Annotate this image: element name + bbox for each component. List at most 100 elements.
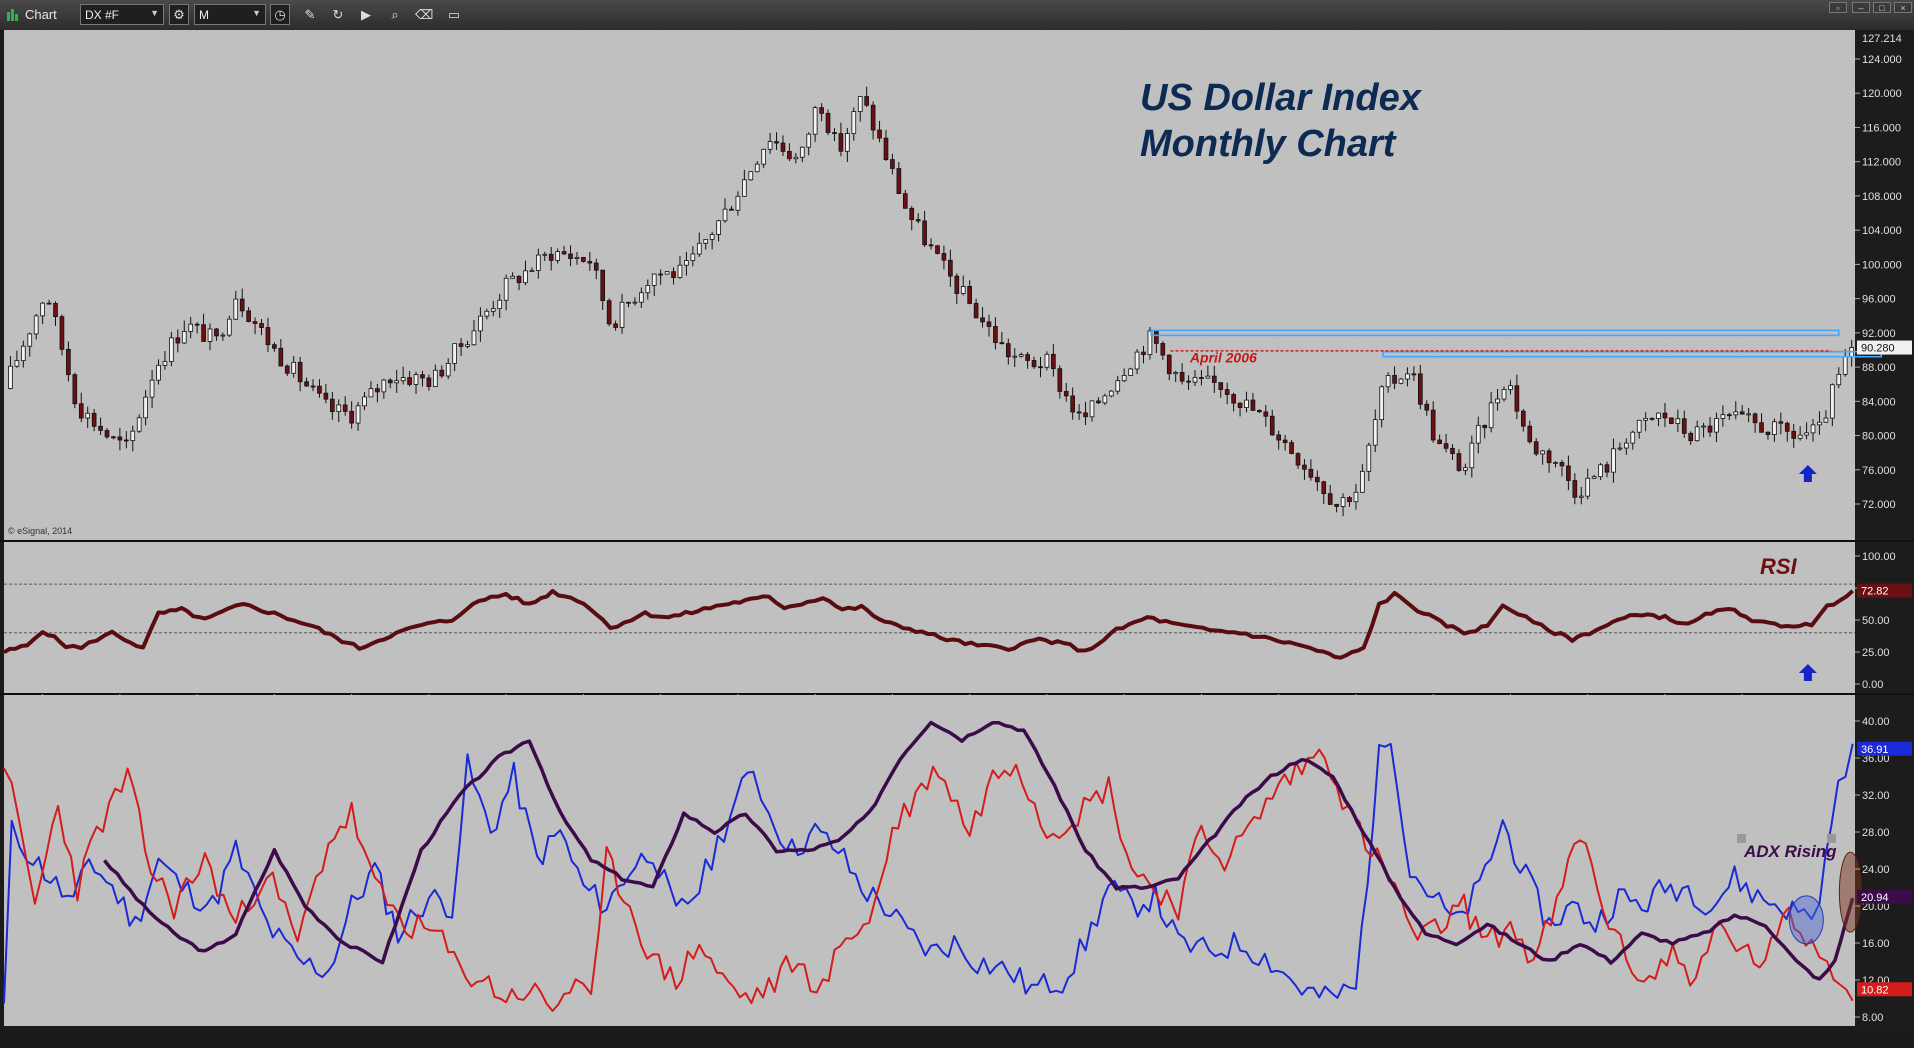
- symbol-select[interactable]: DX #F ▼: [80, 4, 164, 25]
- down-candle: [1038, 366, 1043, 369]
- down-candle: [890, 159, 895, 169]
- dmi-y-tick-label: 32.00: [1862, 790, 1890, 802]
- down-candle: [671, 271, 676, 278]
- refresh-icon[interactable]: ↻: [332, 7, 344, 22]
- up-candle: [368, 388, 374, 398]
- down-candle: [787, 151, 792, 160]
- down-candle: [1179, 372, 1185, 382]
- down-candle: [1224, 389, 1230, 395]
- down-candle: [980, 317, 985, 323]
- down-candle: [1057, 368, 1063, 392]
- up-candle: [400, 377, 406, 382]
- comment-icon[interactable]: ▭: [447, 7, 461, 22]
- clock-icon[interactable]: ◷: [270, 4, 290, 25]
- up-candle: [703, 238, 709, 244]
- indicator-lines-layer: [2, 589, 1855, 1012]
- down-candle: [883, 137, 889, 160]
- up-candle: [8, 365, 13, 389]
- price-y-tick-label: 72.000: [1862, 499, 1896, 511]
- up-candle: [362, 396, 367, 407]
- down-candle: [832, 132, 837, 134]
- up-candle: [85, 412, 91, 419]
- pencil-icon[interactable]: ✎: [304, 7, 316, 22]
- down-candle: [1141, 351, 1146, 355]
- down-candle: [91, 412, 97, 427]
- up-candle: [445, 363, 451, 377]
- down-candle: [626, 301, 631, 304]
- up-candle: [143, 396, 148, 419]
- down-candle: [1669, 417, 1674, 424]
- up-candle: [1817, 421, 1822, 426]
- down-candle: [1025, 354, 1030, 361]
- down-candle: [1076, 411, 1082, 414]
- down-candle: [1417, 373, 1423, 405]
- down-candle: [329, 398, 335, 412]
- down-candle: [1282, 439, 1288, 443]
- up-candle: [645, 285, 651, 294]
- minimize-icon[interactable]: –: [1852, 2, 1870, 13]
- up-candle: [452, 343, 457, 364]
- down-candle: [1765, 431, 1771, 435]
- down-candle: [922, 220, 927, 246]
- eraser-icon[interactable]: ⌫: [415, 7, 434, 22]
- up-candle: [413, 374, 419, 385]
- down-candle: [902, 193, 908, 209]
- close-icon[interactable]: ×: [1894, 2, 1912, 13]
- up-candle: [1495, 398, 1500, 404]
- down-candle: [967, 286, 973, 304]
- up-candle: [754, 163, 760, 173]
- down-candle: [323, 392, 329, 400]
- down-candle: [1604, 464, 1610, 473]
- up-candle: [497, 299, 503, 310]
- dmi-y-tick-label: 36.00: [1862, 753, 1890, 765]
- down-candle: [1649, 417, 1655, 420]
- axes-layer: 72.000 76.000 80.000 84.000 88.000 92.000 96.0…: [1855, 33, 1912, 1024]
- chart-title: US Dollar Index: [1140, 77, 1423, 119]
- up-candle: [220, 334, 226, 337]
- restore-icon[interactable]: ▫: [1829, 2, 1847, 13]
- down-candle: [123, 439, 129, 442]
- down-candle: [252, 321, 258, 324]
- interval-select[interactable]: M ▼: [194, 4, 266, 25]
- down-candle: [1482, 424, 1488, 429]
- down-candle: [870, 104, 876, 131]
- down-candle: [1527, 425, 1533, 443]
- rsi-y-tick-label: 0.00: [1862, 679, 1883, 691]
- maximize-icon[interactable]: □: [1873, 2, 1891, 13]
- up-candle: [1611, 448, 1616, 473]
- down-candle: [600, 269, 606, 302]
- down-candle: [349, 410, 354, 424]
- down-candle: [1070, 395, 1076, 413]
- down-candle: [1186, 380, 1191, 383]
- up-candle: [1398, 378, 1404, 384]
- up-candle: [1475, 424, 1481, 444]
- rsi-last-label: 72.82: [1861, 586, 1889, 598]
- down-candle: [1778, 421, 1784, 424]
- up-candle: [1617, 447, 1623, 450]
- chevron-down-icon: ▼: [150, 8, 159, 18]
- down-candle: [1211, 375, 1217, 383]
- chart-app-icon: [7, 9, 18, 21]
- down-candle: [214, 328, 219, 337]
- price-y-tick-label: 124.000: [1862, 54, 1902, 66]
- zoom-icon[interactable]: ⌕: [391, 7, 399, 22]
- down-candle: [774, 141, 779, 144]
- up-candle: [716, 220, 721, 235]
- down-candle: [1443, 443, 1449, 449]
- down-candle: [1231, 394, 1236, 404]
- up-candle: [1733, 411, 1739, 416]
- price-y-tick-label: 108.000: [1862, 191, 1902, 203]
- down-candle: [1083, 412, 1088, 418]
- down-candle: [1347, 497, 1352, 503]
- down-candle: [986, 321, 992, 327]
- up-candle: [664, 271, 670, 275]
- settings-icon[interactable]: ⚙: [169, 4, 189, 25]
- play-icon[interactable]: ▶: [361, 7, 371, 22]
- down-candle: [387, 379, 393, 384]
- dmi-y-tick-label: 24.00: [1862, 864, 1890, 876]
- down-candle: [864, 96, 869, 106]
- down-candle: [104, 430, 110, 438]
- up-candle: [555, 251, 560, 261]
- down-candle: [1321, 481, 1327, 495]
